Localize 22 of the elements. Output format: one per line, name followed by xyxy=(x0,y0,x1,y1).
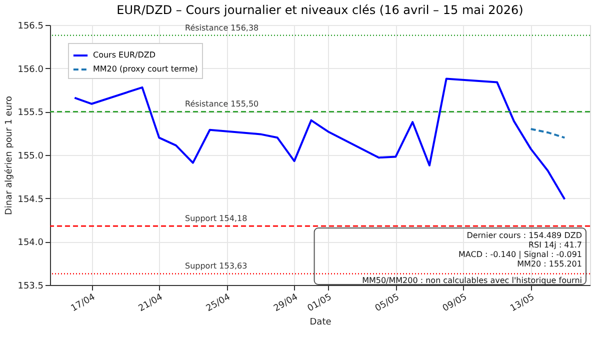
annotation: RSI 14j : 41.7 xyxy=(528,240,582,250)
annotation: Dernier cours : 154.489 DZD xyxy=(466,231,582,240)
ref-line-label: Support 154,18 xyxy=(185,214,248,224)
annotation: MM50/MM200 : non calculables avec l'historique fourni xyxy=(362,276,582,285)
ref-line-label: Résistance 156,38 xyxy=(185,23,259,32)
legend-label: Cours EUR/DZD xyxy=(93,50,156,60)
ref-line-label: Résistance 155,50 xyxy=(185,100,259,109)
line-series xyxy=(74,78,566,200)
chart-title: EUR/DZD – Cours journalier et niveaux clés (16 avril – 15 mai 2026) xyxy=(116,3,524,17)
y-tick-label: 156.5 xyxy=(18,22,44,32)
y-tick-label: 154.5 xyxy=(18,194,44,205)
y-tick-label: 155.5 xyxy=(18,108,44,118)
annotation: MACD : -0.140 | Signal : -0.091 xyxy=(458,250,582,259)
x-axis-title: Date xyxy=(310,317,332,328)
legend-label: MM20 (proxy court terme) xyxy=(93,64,198,74)
y-axis-title: Dinar algérien pour 1 euro xyxy=(4,95,15,216)
y-tick-label: 156.0 xyxy=(18,64,44,75)
y-tick-label: 153.5 xyxy=(18,282,44,292)
y-tick-label: 154.0 xyxy=(18,238,44,248)
ref-line-label: Support 153,63 xyxy=(185,262,248,271)
y-tick-label: 155.0 xyxy=(18,152,44,162)
annotation: MM20 : 155.201 xyxy=(517,260,582,268)
